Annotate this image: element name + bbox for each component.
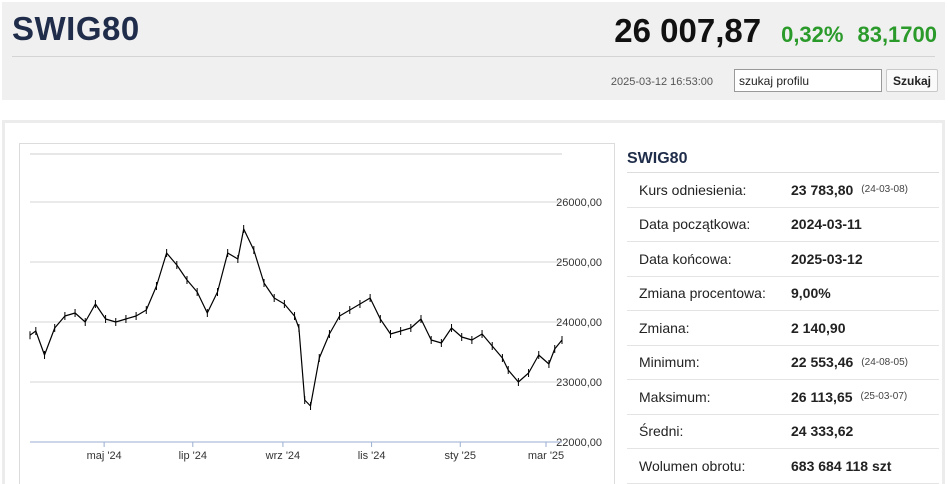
statistics-value: 2024-03-11	[791, 216, 862, 233]
statistics-label: Średni:	[639, 423, 684, 440]
statistics-row: Minimum: 22 553,46 (24-08-05)	[627, 346, 939, 380]
statistics-row: Data końcowa: 2025-03-12	[627, 242, 939, 277]
statistics-title: SWIG80	[627, 145, 939, 173]
statistics-value: 24 333,62	[791, 423, 854, 440]
current-price: 26 007,87	[614, 12, 762, 49]
statistics-row: Maksimum: 26 113,65 (25-03-07)	[627, 380, 939, 415]
quote-summary: 26 007,87 0,32% 83,1700	[614, 12, 937, 50]
statistics-row: Wolumen obrotu: 683 684 118 szt	[627, 449, 939, 484]
statistics-label: Data końcowa:	[639, 250, 732, 267]
x-tick-label: sty '25	[445, 450, 476, 462]
statistics-label: Data początkowa:	[639, 216, 751, 233]
statistics-rows: Kurs odniesienia: 23 783,80 (24-03-08) Data…	[627, 173, 939, 484]
statistics-value: 2 140,90	[791, 319, 846, 336]
statistics-row: Zmiana procentowa: 9,00%	[627, 277, 939, 311]
statistics-label: Kurs odniesienia:	[639, 181, 747, 198]
statistics-label: Zmiana:	[639, 319, 690, 336]
x-tick-label: mar '25	[528, 450, 564, 462]
price-series-line	[29, 228, 563, 407]
x-tick-label: lip '24	[179, 450, 207, 462]
index-title: SWIG80	[12, 10, 140, 47]
statistics-date: (24-03-08)	[861, 184, 908, 196]
chart-panel: 26000,00 25000,00 24000,00 23000,00 22000,00…	[2, 120, 945, 484]
statistics-date: (25-03-07)	[860, 391, 908, 403]
quote-timestamp: 2025-03-12 16:53:00	[610, 76, 713, 88]
change-absolute: 83,1700	[857, 22, 937, 47]
price-chart[interactable]: 26000,00 25000,00 24000,00 23000,00 22000,00…	[19, 143, 615, 484]
change-percent: 0,32%	[781, 22, 844, 47]
statistics-label: Maksimum:	[639, 388, 711, 405]
y-tick-label: 24000,00	[556, 317, 602, 329]
y-tick-label: 25000,00	[556, 257, 602, 269]
statistics-value: 23 783,80	[791, 181, 854, 198]
statistics-value: 22 553,46	[791, 354, 854, 371]
y-tick-label: 26000,00	[556, 197, 602, 209]
y-tick-label: 22000,00	[556, 437, 602, 449]
statistics-row: Data początkowa: 2024-03-11	[627, 208, 939, 242]
profile-search-input[interactable]	[734, 69, 882, 92]
statistics-label: Zmiana procentowa:	[639, 285, 766, 302]
statistics-value: 9,00%	[791, 285, 831, 302]
statistics-label: Wolumen obrotu:	[639, 457, 746, 474]
statistics-value: 2025-03-12	[791, 250, 863, 267]
price-chart-svg: 26000,00 25000,00 24000,00 23000,00 22000,00…	[29, 153, 602, 462]
statistics-row: Kurs odniesienia: 23 783,80 (24-03-08)	[627, 173, 939, 208]
statistics-label: Minimum:	[639, 354, 700, 371]
statistics-row: Zmiana: 2 140,90	[627, 311, 939, 346]
x-tick-label: wrz '24	[265, 450, 301, 462]
statistics-value: 26 113,65	[791, 388, 853, 405]
statistics-table: SWIG80 Kurs odniesienia: 23 783,80 (24-03-…	[627, 145, 939, 484]
statistics-row: Średni: 24 333,62	[627, 415, 939, 449]
x-tick-label: lis '24	[358, 450, 386, 462]
quote-header: SWIG80 26 007,87 0,32% 83,1700 2025-03-1…	[2, 2, 945, 100]
statistics-value: 683 684 118 szt	[791, 457, 892, 474]
y-tick-label: 23000,00	[556, 377, 602, 389]
search-button[interactable]: Szukaj	[886, 69, 938, 92]
statistics-date: (24-08-05)	[861, 356, 908, 368]
x-tick-label: maj '24	[87, 450, 122, 462]
header-divider	[12, 56, 935, 57]
